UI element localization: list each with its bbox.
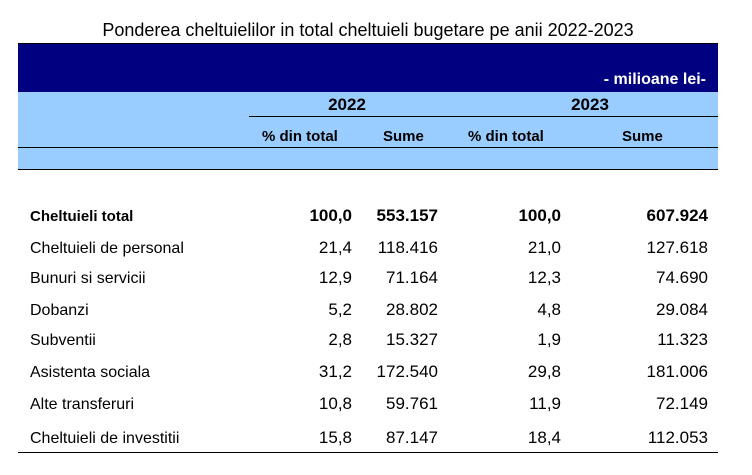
unit-label: - milioane lei- xyxy=(603,71,706,88)
row-label: Dobanzi xyxy=(30,302,89,319)
cell-pct-2023: 1,9 xyxy=(537,330,561,349)
header-band-light xyxy=(18,92,718,169)
year-2023: 2023 xyxy=(571,95,609,114)
cell-pct-2022: 12,9 xyxy=(318,268,352,287)
cell-sum-2022: 71.164 xyxy=(386,268,438,287)
cell-sum-2023: 181.006 xyxy=(646,362,708,381)
cell-pct-2023: 29,8 xyxy=(527,362,561,381)
table-title: Ponderea cheltuielilor in total cheltuie… xyxy=(102,20,634,40)
cell-sum-2022: 118.416 xyxy=(377,238,438,257)
cell-sum-2023: 29.084 xyxy=(656,300,708,319)
table-row: Cheltuieli de personal 21,4 118.416 21,0… xyxy=(0,238,752,262)
table-row: Alte transferuri 10,8 59.761 11,9 72.149 xyxy=(0,394,752,418)
cell-pct-2022: 15,8 xyxy=(318,428,352,447)
subheader-pct-2023: % din total xyxy=(468,128,544,145)
subheader-pct-2022: % din total xyxy=(262,128,338,145)
subheader-sum-2023: Sume xyxy=(622,128,663,145)
cell-pct-2022: 5,2 xyxy=(328,300,352,319)
row-label: Bunuri si servicii xyxy=(30,270,146,287)
cell-pct-2022: 31,2 xyxy=(318,362,352,381)
row-label: Subventii xyxy=(30,332,96,349)
cell-pct-2022: 21,4 xyxy=(318,238,352,257)
cell-sum-2022: 28.802 xyxy=(386,300,438,319)
cell-pct-2023: 18,4 xyxy=(527,428,561,447)
table-bottom-rule xyxy=(18,452,718,453)
cell-sum-2022: 59.761 xyxy=(386,394,438,413)
cell-sum-2022: 172.540 xyxy=(376,362,438,381)
table-row: Cheltuieli de investitii 15,8 87.147 18,… xyxy=(0,428,752,452)
table-row: Subventii 2,8 15.327 1,9 11.323 xyxy=(0,330,752,354)
cell-pct-2022: 100,0 xyxy=(309,206,352,225)
row-label: Cheltuieli de investitii xyxy=(30,430,180,447)
cell-pct-2023: 21,0 xyxy=(527,238,561,257)
cell-pct-2023: 12,3 xyxy=(527,268,561,287)
cell-pct-2023: 11,9 xyxy=(529,394,561,413)
top-rule xyxy=(18,43,718,44)
cell-sum-2022: 15.327 xyxy=(386,330,438,349)
cell-pct-2023: 4,8 xyxy=(537,300,561,319)
cell-pct-2023: 100,0 xyxy=(518,206,561,225)
cell-sum-2023: 607.924 xyxy=(646,206,708,225)
cell-sum-2023: 74.690 xyxy=(656,268,708,287)
subheader-sum-2022: Sume xyxy=(383,128,424,145)
cell-sum-2023: 72.149 xyxy=(656,394,708,413)
table-row: Dobanzi 5,2 28.802 4,8 29.084 xyxy=(0,300,752,324)
cell-pct-2022: 2,8 xyxy=(328,330,352,349)
cell-sum-2023: 11.323 xyxy=(657,330,708,349)
row-label: Alte transferuri xyxy=(30,396,135,413)
cell-sum-2022: 87.147 xyxy=(386,428,438,447)
cell-pct-2022: 10,8 xyxy=(318,394,352,413)
row-label: Asistenta sociala xyxy=(30,364,151,381)
year-2022: 2022 xyxy=(328,95,366,114)
table-row: Bunuri si servicii 12,9 71.164 12,3 74.6… xyxy=(0,268,752,292)
table-row: Asistenta sociala 31,2 172.540 29,8 181.… xyxy=(0,362,752,386)
cell-sum-2022: 553.157 xyxy=(376,206,438,225)
header-band-dark: - milioane lei- xyxy=(18,43,718,92)
row-label: Cheltuieli total xyxy=(30,208,134,225)
table-row: Cheltuieli total 100,0 553.157 100,0 607… xyxy=(0,206,752,230)
subheader-rule xyxy=(18,147,718,148)
header-bottom-rule xyxy=(18,169,718,170)
cell-sum-2023: 127.618 xyxy=(646,238,708,257)
year-underline xyxy=(249,116,718,117)
row-label: Cheltuieli de personal xyxy=(30,240,184,257)
cell-sum-2023: 112.053 xyxy=(647,428,708,447)
